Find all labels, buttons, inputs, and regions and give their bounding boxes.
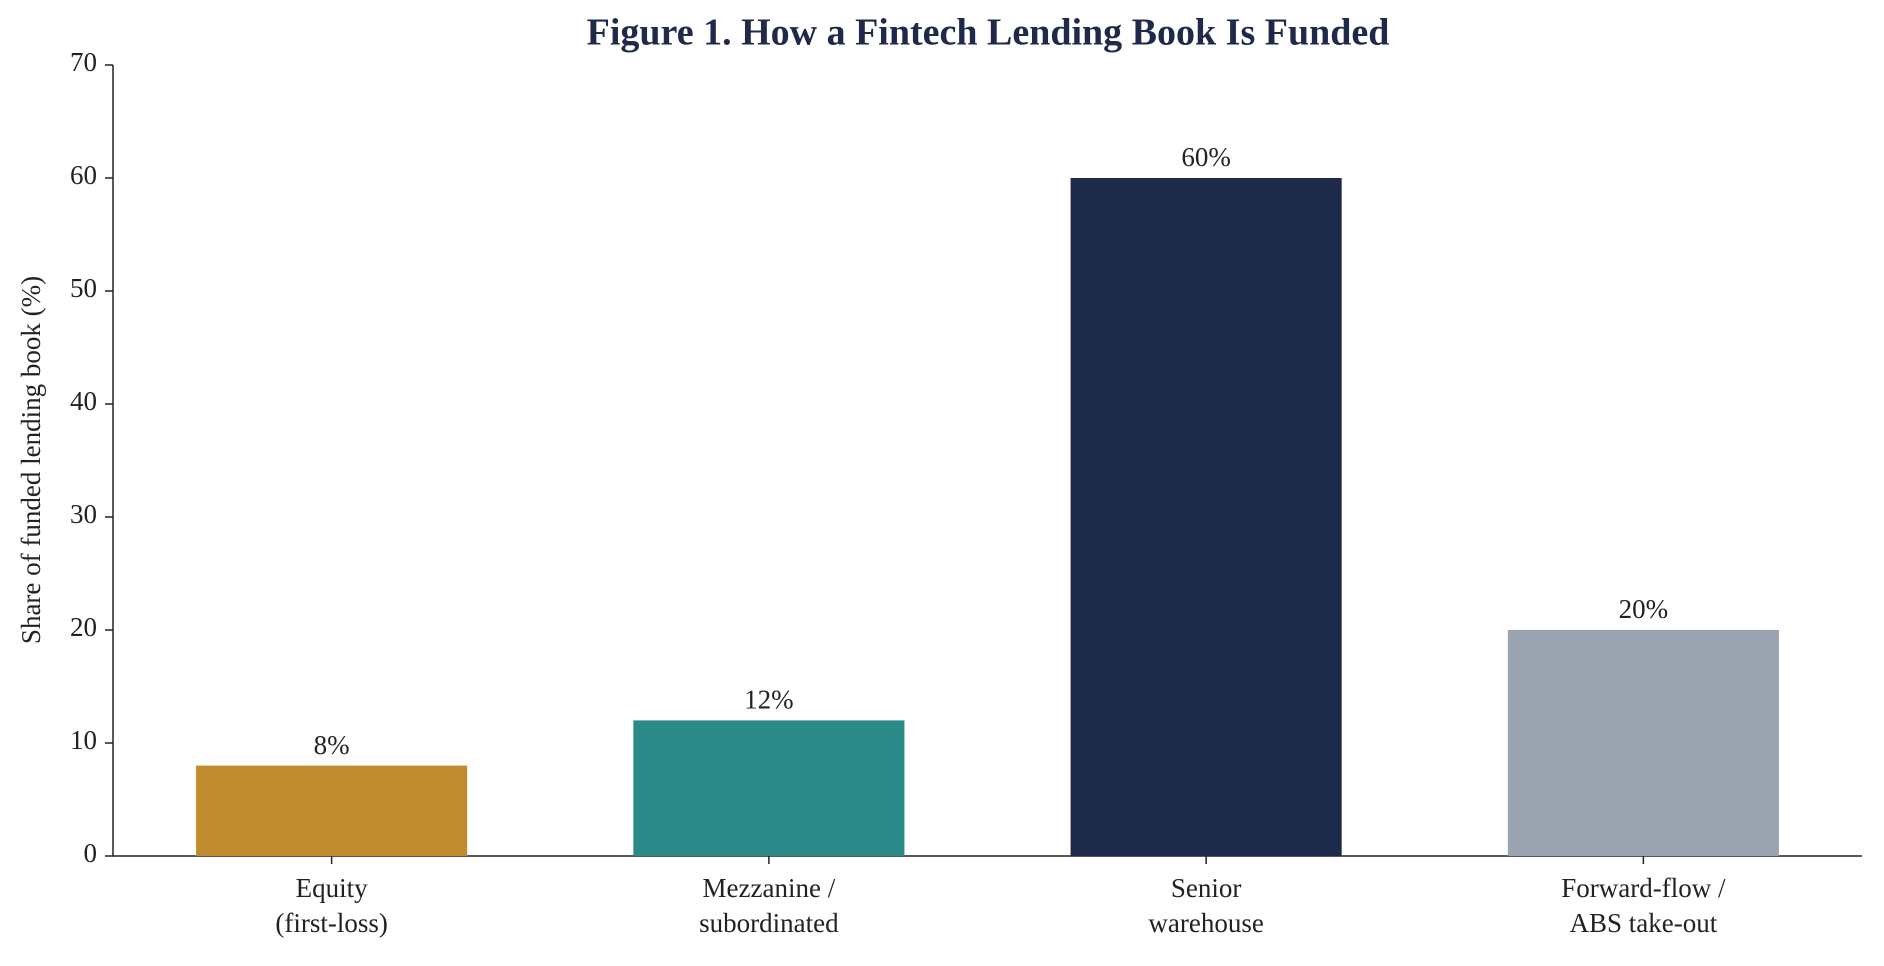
y-tick-label: 0 [84, 838, 98, 868]
value-label: 12% [744, 685, 794, 715]
y-tick-label: 60 [70, 160, 97, 190]
bar [1070, 178, 1342, 856]
x-tick-label: Equity (first-loss) [275, 873, 387, 938]
y-tick-label: 40 [70, 386, 97, 416]
chart-title: Figure 1. How a Fintech Lending Book Is … [587, 12, 1390, 54]
x-tick-label: Mezzanine / subordinated [699, 873, 839, 938]
y-tick-label: 50 [70, 273, 97, 303]
y-tick-label: 20 [70, 612, 97, 642]
bar [633, 720, 905, 856]
y-axis-label: Share of funded lending book (%) [16, 276, 46, 644]
y-tick-label: 70 [70, 47, 97, 77]
value-label: 8% [314, 730, 350, 760]
bar [196, 765, 468, 856]
y-tick-label: 30 [70, 499, 97, 529]
value-label: 60% [1181, 142, 1231, 172]
y-tick-label: 10 [70, 725, 97, 755]
x-tick-label: Senior warehouse [1148, 873, 1263, 938]
value-label: 20% [1619, 594, 1669, 624]
bar [1507, 630, 1779, 856]
x-tick-label: Forward-flow / ABS take-out [1561, 873, 1726, 938]
